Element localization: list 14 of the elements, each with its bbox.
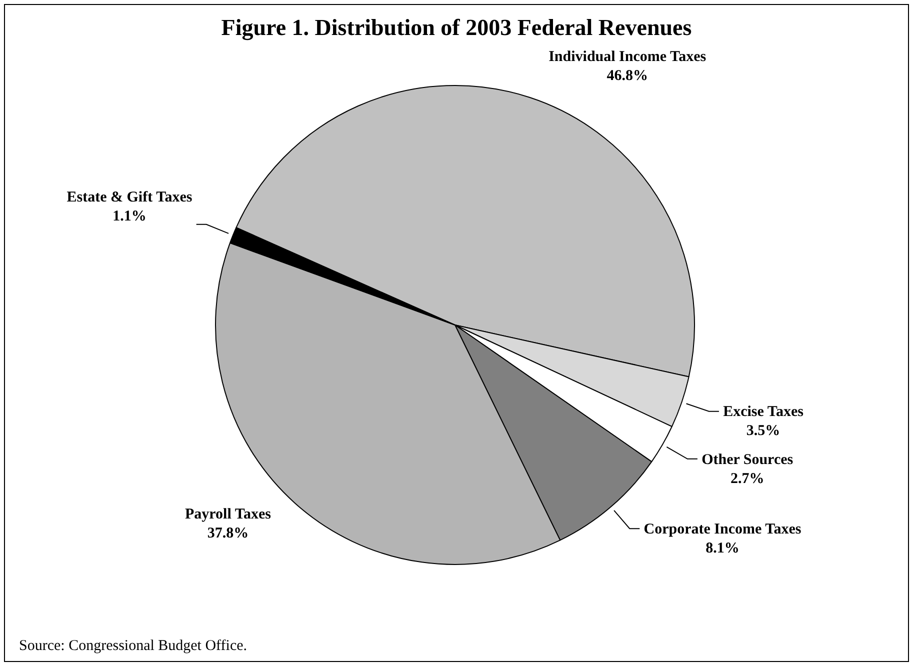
data-label: 1.1% — [112, 208, 146, 224]
slice-label: Other Sources — [702, 452, 794, 468]
slice-label: Estate & Gift Taxes — [66, 189, 192, 206]
slice-label: Payroll Taxes — [185, 506, 272, 523]
data-label: 37.8% — [207, 526, 249, 542]
data-label: 8.1% — [706, 540, 740, 556]
data-label: 2.7% — [730, 470, 764, 487]
source-note: Source: Congressional Budget Office. — [19, 638, 248, 655]
slice-label: Excise Taxes — [723, 404, 804, 420]
data-label: 46.8% — [606, 68, 648, 84]
data-label: 3.5% — [746, 423, 780, 440]
slice-label: Corporate Income Taxes — [644, 521, 802, 538]
slice-label: Individual Income Taxes — [548, 48, 706, 65]
chart-title: Figure 1. Distribution of 2003 Federal Revenues — [220, 15, 693, 41]
